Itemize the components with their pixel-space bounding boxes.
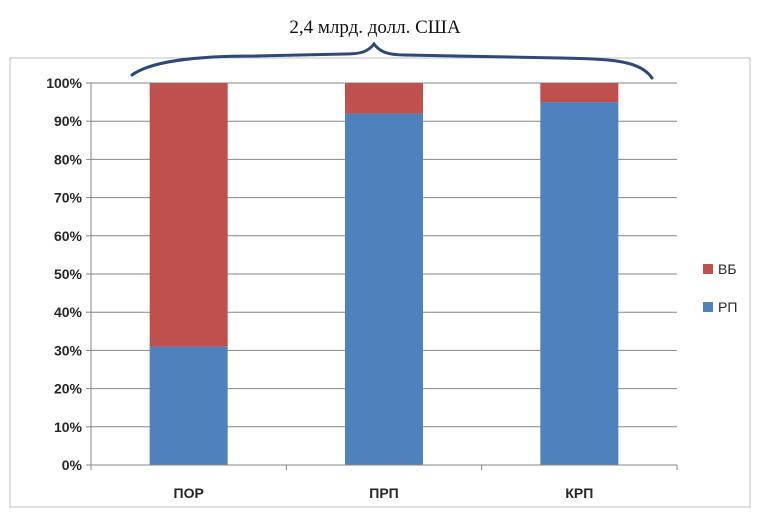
y-tick-labels: 0% 10% 20% 30% 40% 50% 60% 70% 80% 90% 100% bbox=[46, 75, 82, 473]
chart-frame bbox=[9, 57, 751, 508]
x-tick-label: ПОР bbox=[174, 485, 204, 501]
y-tick-label: 40% bbox=[54, 304, 83, 320]
chart-annotation: 2,4 млрд. долл. США bbox=[289, 17, 461, 38]
y-tick-label: 90% bbox=[54, 113, 83, 129]
legend-label: ВБ bbox=[718, 261, 737, 277]
y-tick-label: 100% bbox=[46, 75, 82, 91]
legend: ВБ РП bbox=[703, 261, 737, 315]
bar-ВБ-КРП bbox=[540, 83, 619, 103]
x-tick-label: КРП bbox=[565, 485, 593, 501]
y-tick-label: 10% bbox=[54, 419, 83, 435]
axes bbox=[90, 83, 677, 466]
bar-РП-КРП bbox=[540, 102, 619, 465]
bars bbox=[149, 83, 619, 465]
bar-ВБ-ПОР bbox=[149, 83, 228, 347]
bar-ВБ-ПРП bbox=[345, 83, 423, 114]
bar-РП-ПОР bbox=[149, 346, 228, 465]
y-tick-label: 80% bbox=[54, 151, 83, 167]
legend-label: РП bbox=[718, 299, 737, 315]
y-tick-label: 20% bbox=[54, 381, 83, 397]
y-tick-label: 60% bbox=[54, 228, 83, 244]
x-tick-labels: ПОР ПРП КРП bbox=[174, 485, 594, 501]
x-tick-label: ПРП bbox=[369, 485, 398, 501]
y-tick-label: 30% bbox=[54, 342, 83, 358]
y-tick-label: 70% bbox=[54, 190, 83, 206]
y-tick-label: 0% bbox=[62, 457, 83, 473]
legend-swatch bbox=[703, 302, 713, 312]
y-tick-label: 50% bbox=[54, 266, 83, 282]
legend-swatch bbox=[703, 264, 713, 274]
annotation-brace bbox=[130, 41, 654, 80]
bar-РП-ПРП bbox=[345, 113, 423, 465]
